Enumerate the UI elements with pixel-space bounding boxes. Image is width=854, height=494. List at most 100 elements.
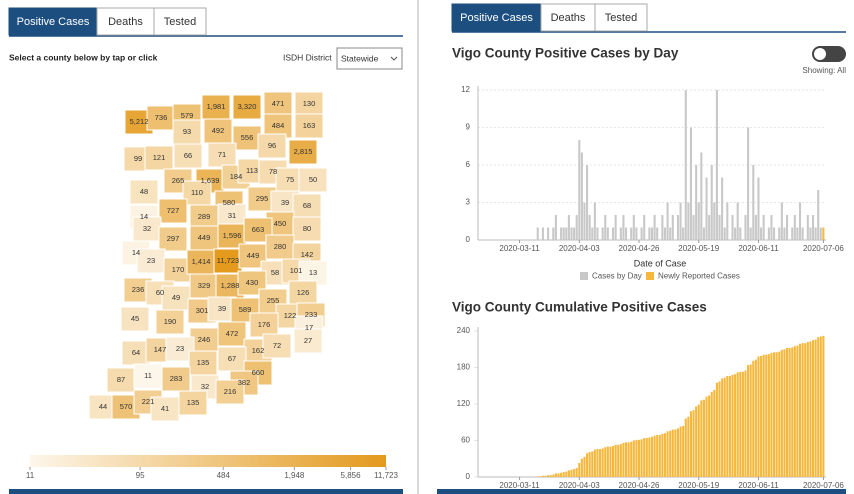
county-label[interactable]: 50 xyxy=(309,175,317,184)
county-label[interactable]: 87 xyxy=(117,375,125,384)
county-label[interactable]: 68 xyxy=(303,201,311,210)
county-label[interactable]: 48 xyxy=(140,187,148,196)
county-label[interactable]: 449 xyxy=(247,251,260,260)
county[interactable] xyxy=(292,216,322,242)
county-label[interactable]: 221 xyxy=(142,397,155,406)
county[interactable] xyxy=(161,366,191,392)
county-label[interactable]: 101 xyxy=(290,266,303,275)
county-label[interactable]: 579 xyxy=(181,111,194,120)
county[interactable] xyxy=(161,285,191,311)
county-label[interactable]: 471 xyxy=(272,99,285,108)
county[interactable] xyxy=(150,396,180,422)
county[interactable] xyxy=(265,234,295,260)
county-label[interactable]: 382 xyxy=(238,378,251,387)
county[interactable] xyxy=(144,145,174,171)
county-label[interactable]: 492 xyxy=(212,126,225,135)
county-label[interactable]: 449 xyxy=(198,233,211,242)
county-label[interactable]: 41 xyxy=(161,404,169,413)
county-label[interactable]: 31 xyxy=(228,211,236,220)
county[interactable] xyxy=(217,321,247,347)
county-label[interactable]: 660 xyxy=(252,368,265,377)
county-label[interactable]: 556 xyxy=(241,133,254,142)
county-label[interactable]: 184 xyxy=(230,172,243,181)
county-label[interactable]: 49 xyxy=(172,293,180,302)
county-label[interactable]: 23 xyxy=(147,256,155,265)
county-label[interactable]: 66 xyxy=(184,151,192,160)
county[interactable] xyxy=(173,143,203,169)
tab-label[interactable]: Positive Cases xyxy=(17,16,90,28)
tab[interactable] xyxy=(153,7,207,36)
county-label[interactable]: 32 xyxy=(143,224,151,233)
county-label[interactable]: 122 xyxy=(284,311,297,320)
county-label[interactable]: 162 xyxy=(252,346,265,355)
county-label[interactable]: 1,414 xyxy=(192,257,211,266)
county-label[interactable]: 472 xyxy=(226,329,239,338)
tab[interactable] xyxy=(594,3,648,32)
county-label[interactable]: 27 xyxy=(304,336,312,345)
county[interactable] xyxy=(189,204,219,230)
county[interactable] xyxy=(158,226,188,252)
county[interactable] xyxy=(189,273,219,299)
county-label[interactable]: 135 xyxy=(187,398,200,407)
county-label[interactable]: 72 xyxy=(273,341,281,350)
county-label[interactable]: 32 xyxy=(201,382,209,391)
county-label[interactable]: 255 xyxy=(267,296,280,305)
county-label[interactable]: 135 xyxy=(197,358,210,367)
county-label[interactable]: 14 xyxy=(140,212,148,221)
county[interactable] xyxy=(294,113,324,139)
tab-label[interactable]: Positive Cases xyxy=(460,12,533,24)
county-label[interactable]: 130 xyxy=(303,99,316,108)
county[interactable] xyxy=(155,309,185,335)
county[interactable] xyxy=(189,327,219,353)
county-label[interactable]: 450 xyxy=(274,219,287,228)
county-label[interactable]: 1,981 xyxy=(207,102,226,111)
county[interactable] xyxy=(172,119,202,145)
county[interactable] xyxy=(232,125,262,151)
county-label[interactable]: 45 xyxy=(131,314,139,323)
county-label[interactable]: 280 xyxy=(274,242,287,251)
county[interactable] xyxy=(249,312,279,338)
county-label[interactable]: 23 xyxy=(176,344,184,353)
county-label[interactable]: 265 xyxy=(172,176,185,185)
county-label[interactable]: 126 xyxy=(297,288,310,297)
county-label[interactable]: 93 xyxy=(183,127,191,136)
county[interactable] xyxy=(132,216,162,242)
county-label[interactable]: 1,639 xyxy=(201,176,220,185)
county[interactable] xyxy=(146,105,176,131)
county-label[interactable]: 170 xyxy=(172,265,185,274)
county-label[interactable]: 75 xyxy=(286,175,294,184)
county-label[interactable]: 78 xyxy=(269,167,277,176)
district-select[interactable] xyxy=(336,47,403,70)
county-label[interactable]: 113 xyxy=(246,166,258,175)
county-label[interactable]: 13 xyxy=(309,268,317,277)
county-label[interactable]: 727 xyxy=(167,206,180,215)
county-label[interactable]: 589 xyxy=(239,305,252,314)
county-label[interactable]: 96 xyxy=(268,141,276,150)
county-label[interactable]: 142 xyxy=(301,250,314,259)
tab-label[interactable]: Deaths xyxy=(551,12,586,24)
county-label[interactable]: 11 xyxy=(144,371,152,380)
county[interactable] xyxy=(136,248,166,274)
tab[interactable] xyxy=(8,7,98,36)
county-label[interactable]: 71 xyxy=(218,150,226,159)
county-label[interactable]: 190 xyxy=(164,317,177,326)
county-label[interactable]: 289 xyxy=(198,212,211,221)
tab-label[interactable]: Tested xyxy=(605,12,637,24)
county-label[interactable]: 484 xyxy=(272,121,285,130)
tab[interactable] xyxy=(96,7,155,36)
county-label[interactable]: 283 xyxy=(170,374,183,383)
county-label[interactable]: 5,212 xyxy=(130,117,149,126)
county[interactable] xyxy=(203,118,233,144)
county-label[interactable]: 80 xyxy=(303,224,311,233)
county-label[interactable]: 3,320 xyxy=(238,102,257,111)
county[interactable] xyxy=(201,94,231,120)
county[interactable] xyxy=(215,379,245,405)
county-label[interactable]: 297 xyxy=(167,234,180,243)
county[interactable] xyxy=(106,367,136,393)
county[interactable] xyxy=(217,346,247,372)
district-select-value[interactable]: Statewide xyxy=(341,53,379,63)
county-label[interactable]: 60 xyxy=(156,288,164,297)
county-label[interactable]: 121 xyxy=(153,153,166,162)
county-label[interactable]: 580 xyxy=(223,198,236,207)
county-label[interactable]: 1,596 xyxy=(223,231,242,240)
